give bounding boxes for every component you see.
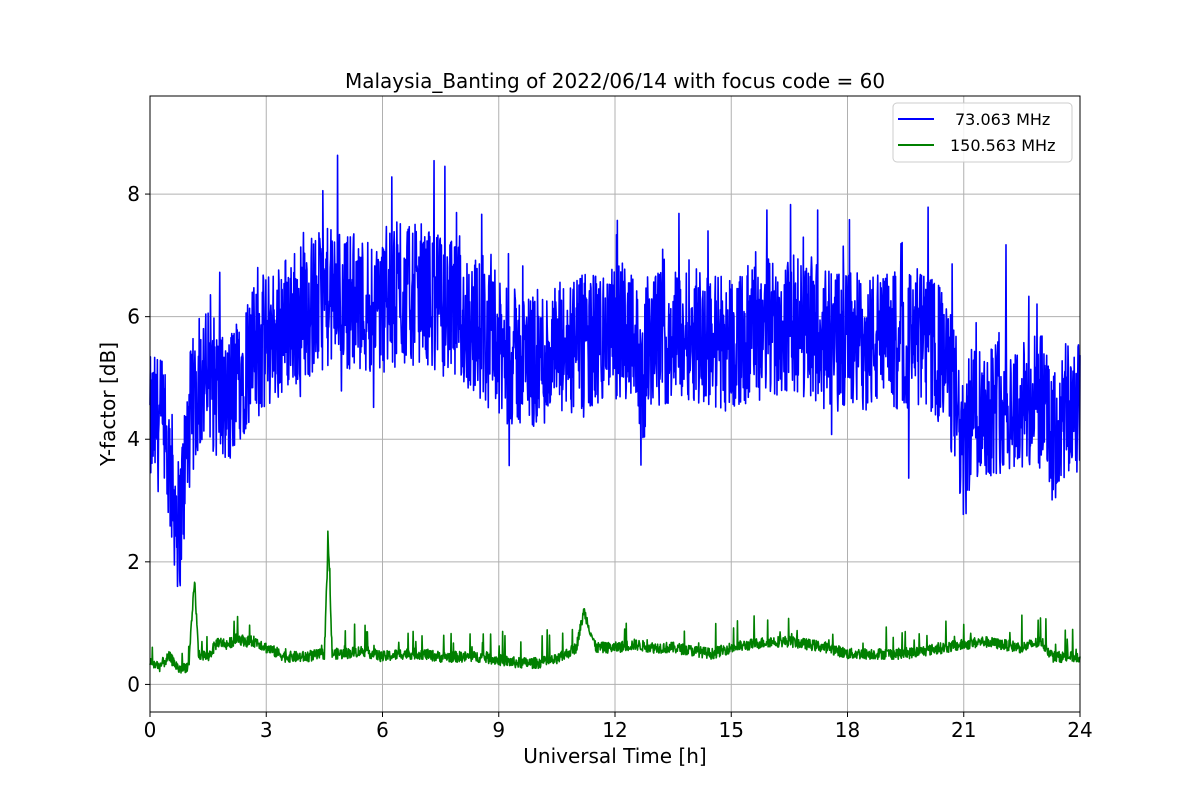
x-tick-label: 21 — [951, 718, 976, 742]
y-tick-label: 0 — [127, 672, 140, 696]
legend-box — [892, 102, 1073, 163]
series-line-73mhz — [149, 154, 1081, 588]
x-tick-label: 9 — [492, 718, 505, 742]
y-tick-label: 2 — [127, 550, 140, 574]
series-layer — [149, 154, 1081, 674]
x-tick-label: 12 — [602, 718, 627, 742]
x-tick-label: 6 — [376, 718, 389, 742]
x-axis-label: Universal Time [h] — [523, 744, 706, 768]
x-tick-label: 18 — [835, 718, 860, 742]
x-tick-label: 24 — [1067, 718, 1092, 742]
y-tick-label: 6 — [127, 305, 140, 329]
x-tick-label: 3 — [260, 718, 273, 742]
series-line-150mhz — [149, 530, 1081, 674]
x-tick-label: 15 — [719, 718, 744, 742]
x-tick-label: 0 — [144, 718, 157, 742]
legend: 73.063 MHz 150.563 MHz — [892, 102, 1073, 163]
y-tick-label: 4 — [127, 427, 140, 451]
y-tick-label: 8 — [127, 182, 140, 206]
legend-label-73mhz: 73.063 MHz — [955, 110, 1050, 129]
chart-title: Malaysia_Banting of 2022/06/14 with focu… — [345, 69, 885, 93]
y-axis-label: Y-factor [dB] — [96, 342, 120, 467]
legend-label-150mhz: 150.563 MHz — [950, 136, 1055, 155]
